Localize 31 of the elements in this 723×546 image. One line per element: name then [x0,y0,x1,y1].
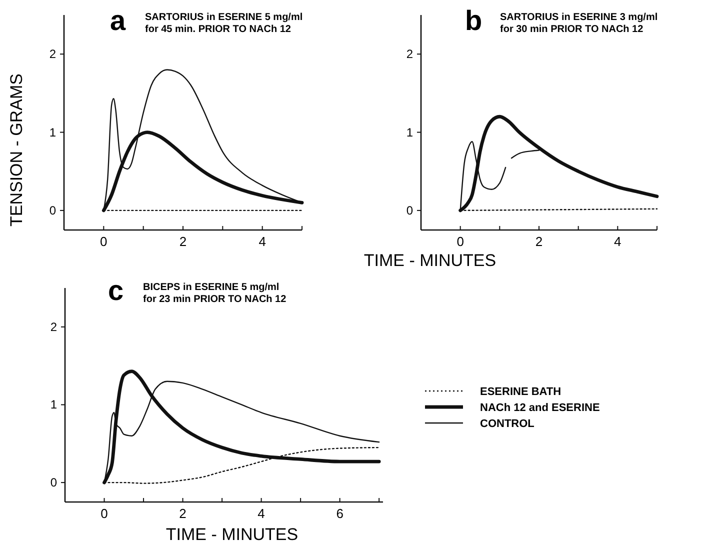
x-tick-label: 0 [456,234,464,249]
y-tick-label: 0 [406,203,414,218]
y-tick-label: 1 [406,125,414,140]
legend-label: ESERINE BATH [480,386,562,398]
legend-label: CONTROL [480,418,535,430]
x-tick-label: 0 [100,506,108,521]
y-tick-label: 1 [50,398,58,412]
chart-title: a [110,5,126,36]
x-tick-label: 4 [258,234,266,249]
chart-subtitle: BICEPS in ESERINE 5 mg/ml for 23 min PRIOR TO NACh 12 [143,282,287,305]
y-tick-label: 2 [50,320,58,334]
x-tick-label: 4 [614,234,622,249]
x-tick-label: 2 [179,506,186,521]
x-axis-title: TIME - MINUTES [166,525,298,544]
chart-subtitle: SARTORIUS in ESERINE 5 mg/ml for 45 min. PRIOR TO NACh 12 [145,12,303,35]
y-tick-label: 1 [49,125,56,140]
y-tick-label: 2 [49,47,56,62]
x-tick-label: 4 [258,506,265,521]
chart-title: c [108,275,124,306]
y-tick-label: 0 [50,476,58,490]
y-tick-label: 0 [49,203,56,218]
legend-label: NACh 12 and ESERINE [480,402,600,414]
y-axis-title: TENSION - GRAMS [7,73,26,227]
x-tick-label: 2 [179,234,187,249]
x-tick-label: 2 [535,234,543,249]
x-tick-label: 6 [336,506,344,521]
chart-subtitle: SARTORIUS in ESERINE 3 mg/ml for 30 min PRIOR TO NACh 12 [500,12,658,35]
x-tick-label: 0 [100,234,108,249]
chart-title: b [465,5,482,36]
x-axis-title: TIME - MINUTES [364,251,496,270]
y-tick-label: 2 [406,47,414,62]
